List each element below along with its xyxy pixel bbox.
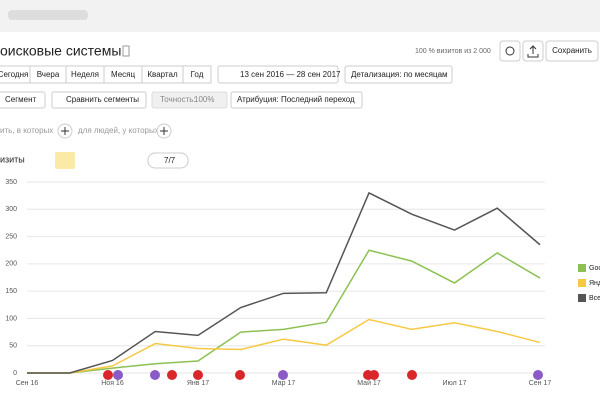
legend-swatch[interactable] (578, 264, 586, 272)
event-marker[interactable] (235, 370, 245, 380)
series-line (27, 249, 541, 374)
event-marker[interactable] (278, 370, 288, 380)
period-label: Вчера (37, 70, 60, 79)
y-tick-label: 350 (5, 179, 17, 186)
series-line (27, 318, 541, 374)
y-tick-label: 0 (13, 370, 17, 377)
segment-label: Сегмент (5, 95, 37, 104)
segment-button[interactable] (0, 91, 46, 109)
event-marker[interactable] (113, 370, 123, 380)
period-label: Квартал (147, 70, 178, 79)
period-label: Неделя (71, 70, 99, 79)
y-tick-label: 100 (5, 315, 17, 322)
condition-text: для людей, у которых (78, 126, 159, 135)
accuracy-button[interactable] (151, 91, 228, 109)
visits-note: 100 % визитов из 2 000 (415, 48, 491, 55)
series-count-button[interactable] (147, 152, 189, 169)
plus-icon (61, 127, 69, 135)
x-tick-label: Янв 17 (187, 380, 209, 387)
detail-label: Детализация: по месяцам (351, 70, 448, 79)
accuracy-value: 100% (194, 95, 214, 104)
event-marker[interactable] (407, 370, 417, 380)
chart-type-active[interactable] (55, 152, 75, 169)
date-range: 13 сен 2016 — 28 сен 2017 (240, 70, 341, 79)
x-tick-label: Сен 16 (16, 380, 39, 387)
compare-label: Сравнить сегменты (66, 95, 139, 104)
period-label: Год (191, 70, 204, 79)
condition-text: ить, в которых (0, 126, 53, 135)
y-tick-label: 250 (5, 233, 17, 240)
legend-label: Все (589, 295, 600, 302)
top-bar (0, 0, 600, 32)
event-marker[interactable] (103, 370, 113, 380)
y-tick-label: 300 (5, 206, 17, 213)
period-button[interactable] (182, 65, 212, 84)
x-tick-label: Июл 17 (443, 380, 467, 387)
x-tick-label: Май 17 (357, 379, 381, 387)
x-tick-label: Ноя 16 (101, 380, 124, 387)
plus-icon (160, 127, 168, 135)
event-marker[interactable] (150, 370, 160, 380)
series-count: 7/7 (164, 156, 176, 165)
x-tick-label: Мар 17 (272, 380, 296, 387)
legend-swatch[interactable] (578, 279, 586, 287)
attribution-button[interactable] (230, 91, 363, 109)
detail-button[interactable] (344, 65, 453, 84)
bookmark-icon (122, 45, 130, 57)
period-label: Месяц (111, 70, 136, 79)
clock-icon (505, 46, 515, 56)
x-tick-label: Сен 17 (529, 380, 552, 387)
date-button[interactable] (217, 65, 339, 84)
accuracy-label: Точность: (160, 95, 196, 104)
save-button[interactable] (545, 40, 599, 62)
event-marker[interactable] (533, 370, 543, 380)
metric-label: изиты (0, 154, 25, 164)
period-label: Сегодня (0, 70, 28, 79)
y-tick-label: 200 (5, 261, 17, 268)
y-tick-label: 50 (9, 343, 17, 350)
event-marker[interactable] (193, 370, 203, 380)
legend-swatch[interactable] (578, 294, 586, 302)
event-marker[interactable] (369, 370, 379, 380)
event-marker[interactable] (167, 370, 177, 380)
history-button[interactable] (499, 40, 521, 62)
attribution-label: Атрибуция: Последний переход (237, 95, 355, 104)
legend-label: Goo (589, 265, 600, 272)
blurred-text (8, 10, 88, 20)
title: оисковые системы (0, 43, 121, 59)
save-label: Сохранить (552, 46, 592, 55)
legend-label: Янд (589, 280, 600, 287)
series-line (27, 191, 541, 374)
y-tick-label: 150 (5, 288, 17, 295)
export-icon (527, 45, 539, 58)
compare-button[interactable] (51, 91, 147, 109)
